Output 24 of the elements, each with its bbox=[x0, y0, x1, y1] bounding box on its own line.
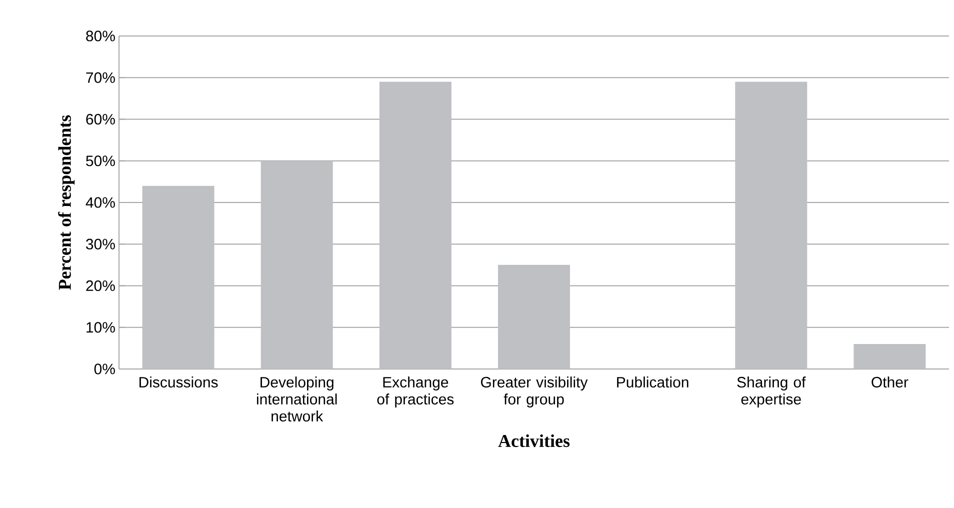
x-tick-label: Other bbox=[872, 376, 908, 388]
bar bbox=[854, 344, 926, 369]
bar bbox=[142, 186, 214, 369]
x-tick-label: Greater visibility for group bbox=[480, 376, 588, 408]
y-tick-label: 40% bbox=[86, 197, 115, 208]
x-tick-label: Discussions bbox=[140, 376, 218, 388]
y-tick-label: 30% bbox=[86, 238, 115, 250]
y-tick-label: 20% bbox=[86, 280, 115, 292]
x-tick-label: Sharing of expertise bbox=[737, 376, 806, 408]
y-axis-title: Percent of respondents bbox=[58, 115, 75, 290]
x-tick-label: Exchange of practices bbox=[377, 376, 454, 408]
bar bbox=[379, 82, 452, 369]
y-tick-label: 0% bbox=[94, 364, 115, 374]
bar bbox=[735, 82, 808, 369]
x-tick-label: Developing international network bbox=[257, 376, 337, 422]
y-tick-label: 50% bbox=[86, 156, 115, 166]
y-tick-label: 60% bbox=[86, 114, 115, 125]
y-tick-label: 80% bbox=[86, 30, 115, 42]
x-axis-title: Activities bbox=[498, 434, 570, 448]
y-tick-label: 70% bbox=[86, 72, 115, 83]
y-tick-label: 10% bbox=[86, 322, 115, 333]
bar bbox=[260, 160, 333, 369]
bar bbox=[498, 264, 570, 369]
x-tick-label: Publication bbox=[617, 376, 688, 388]
